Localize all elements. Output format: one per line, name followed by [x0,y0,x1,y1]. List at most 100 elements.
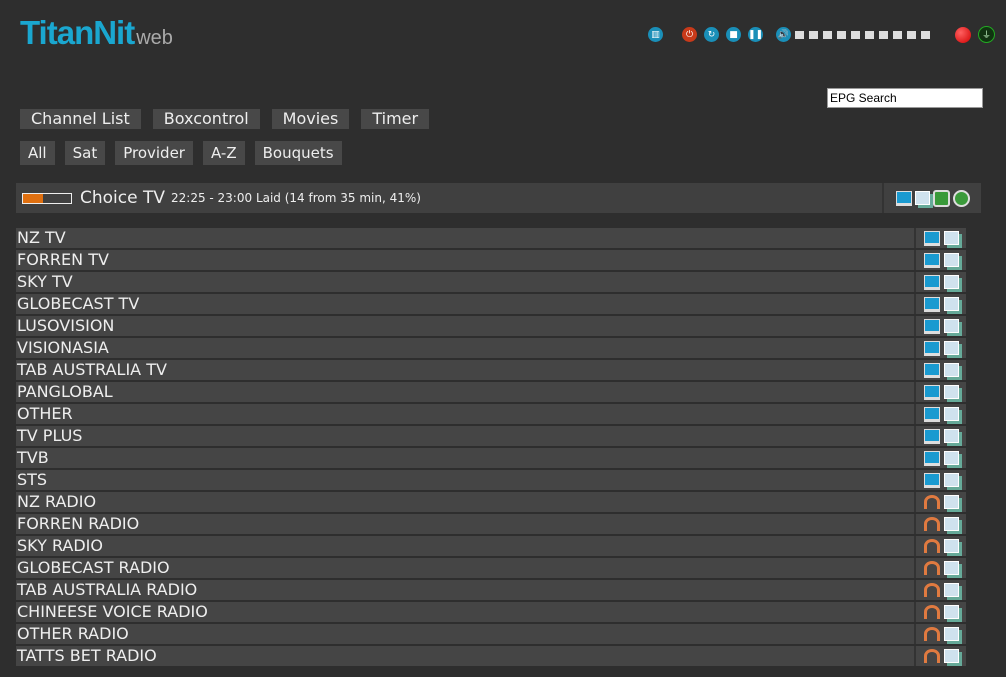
pause-icon[interactable]: ❚❚ [748,27,763,42]
tv-icon[interactable] [923,362,940,378]
volume-step[interactable] [851,30,860,39]
epg-icon[interactable] [943,583,959,597]
bouquet-name[interactable]: STS [16,470,916,490]
bouquet-name[interactable]: SKY TV [16,272,916,292]
nav-movies[interactable]: Movies [271,109,350,129]
bouquet-name[interactable]: TVB [16,448,916,468]
stream-icon[interactable]: ⏚ [978,26,995,43]
epg-icon[interactable] [943,253,959,267]
stream-file-icon[interactable] [932,189,950,207]
power-icon[interactable]: ⏻ [682,27,697,42]
current-channel-name[interactable]: Choice TV [80,188,165,208]
tv-icon[interactable] [923,472,940,488]
epg-icon[interactable] [943,231,959,245]
epg-search-input[interactable] [827,88,983,108]
bouquet-row: SKY TV [16,272,966,292]
radio-icon[interactable] [923,539,940,553]
radio-icon[interactable] [923,649,940,663]
radio-icon[interactable] [923,495,940,509]
volume-step[interactable] [823,30,832,39]
epg-icon[interactable] [943,517,959,531]
nav-channel-list[interactable]: Channel List [20,109,141,129]
epg-icon[interactable] [943,363,959,377]
epg-icon[interactable] [943,605,959,619]
current-program-info: 22:25 - 23:00 Laid (14 from 35 min, 41%) [171,191,421,205]
tv-icon[interactable] [923,230,940,246]
epg-icon[interactable] [943,627,959,641]
filter-all[interactable]: All [20,141,55,165]
volume-bar[interactable] [795,30,935,39]
bouquet-name[interactable]: TAB AUSTRALIA RADIO [16,580,916,600]
bouquet-name[interactable]: CHINEESE VOICE RADIO [16,602,916,622]
logo-title: TitanNit [20,14,135,51]
bouquet-name[interactable]: NZ TV [16,228,916,248]
filter-bouquets[interactable]: Bouquets [254,141,342,165]
filter-a-z[interactable]: A-Z [202,141,245,165]
globe-icon[interactable] [952,189,970,207]
bouquet-name[interactable]: FORREN TV [16,250,916,270]
volume-step[interactable] [893,30,902,39]
tv-icon[interactable] [923,318,940,334]
radio-icon[interactable] [923,561,940,575]
tv-icon[interactable] [895,190,912,206]
tv-icon[interactable] [923,384,940,400]
filter-sat[interactable]: Sat [64,141,106,165]
tv-icon[interactable] [923,274,940,290]
radio-icon[interactable] [923,605,940,619]
volume-step[interactable] [879,30,888,39]
tv-icon[interactable] [923,406,940,422]
bouquet-row: SKY RADIO [16,536,966,556]
nav-boxcontrol[interactable]: Boxcontrol [152,109,260,129]
bouquet-name[interactable]: PANGLOBAL [16,382,916,402]
tv-icon[interactable] [923,428,940,444]
volume-icon[interactable]: 🔊 [776,27,791,42]
tv-icon[interactable] [923,340,940,356]
epg-icon[interactable] [943,473,959,487]
volume-step[interactable] [795,30,804,39]
bouquet-name[interactable]: VISIONASIA [16,338,916,358]
epg-icon[interactable] [943,429,959,443]
volume-step[interactable] [907,30,916,39]
epg-icon[interactable] [943,297,959,311]
radio-icon[interactable] [923,627,940,641]
epg-icon[interactable] [943,539,959,553]
bouquet-name[interactable]: FORREN RADIO [16,514,916,534]
epg-icon[interactable] [943,451,959,465]
epg-icon[interactable] [943,341,959,355]
bouquet-name[interactable]: NZ RADIO [16,492,916,512]
bouquet-name[interactable]: SKY RADIO [16,536,916,556]
epg-icon[interactable] [943,407,959,421]
bouquet-name[interactable]: OTHER [16,404,916,424]
remote-icon[interactable]: ▥ [648,27,663,42]
volume-step[interactable] [921,30,930,39]
epg-icon[interactable] [943,495,959,509]
epg-icon[interactable] [943,319,959,333]
bouquet-row: NZ RADIO [16,492,966,512]
bouquet-name[interactable]: OTHER RADIO [16,624,916,644]
stop-icon[interactable]: ■ [726,27,741,42]
bouquet-name[interactable]: LUSOVISION [16,316,916,336]
bouquet-name[interactable]: GLOBECAST TV [16,294,916,314]
volume-step[interactable] [865,30,874,39]
radio-icon[interactable] [923,583,940,597]
epg-icon[interactable] [943,385,959,399]
epg-icon[interactable] [943,275,959,289]
nav-timer[interactable]: Timer [361,109,430,129]
bouquet-name[interactable]: TATTS BET RADIO [16,646,916,666]
restart-icon[interactable]: ↻ [704,27,719,42]
epg-icon[interactable] [943,649,959,663]
epg-icon[interactable] [914,191,930,205]
record-icon[interactable] [955,26,971,43]
radio-icon[interactable] [923,517,940,531]
bouquet-row: GLOBECAST RADIO [16,558,966,578]
filter-provider[interactable]: Provider [115,141,193,165]
tv-icon[interactable] [923,296,940,312]
volume-step[interactable] [837,30,846,39]
volume-step[interactable] [809,30,818,39]
tv-icon[interactable] [923,252,940,268]
bouquet-name[interactable]: TAB AUSTRALIA TV [16,360,916,380]
tv-icon[interactable] [923,450,940,466]
bouquet-name[interactable]: TV PLUS [16,426,916,446]
epg-icon[interactable] [943,561,959,575]
bouquet-name[interactable]: GLOBECAST RADIO [16,558,916,578]
